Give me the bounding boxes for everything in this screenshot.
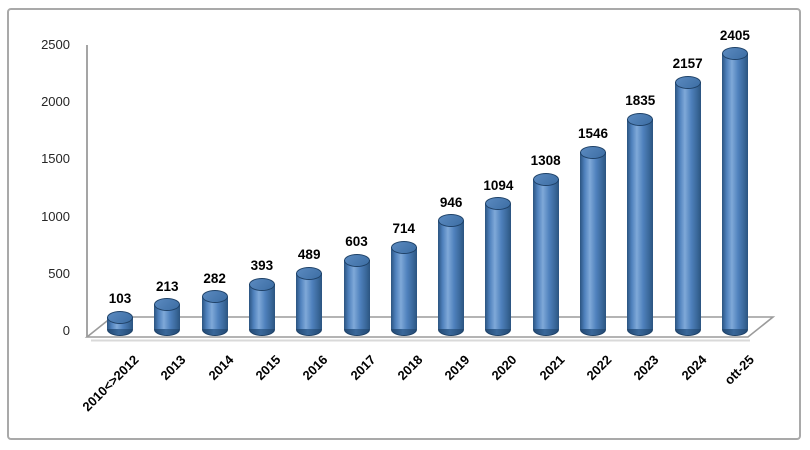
cylinder-top — [532, 172, 559, 186]
value-label: 1546 — [577, 126, 609, 142]
cylinder-top — [627, 112, 654, 126]
value-label: 1094 — [483, 177, 514, 193]
cylinder-body — [438, 220, 465, 329]
cylinder-top — [107, 310, 133, 324]
value-label: 2405 — [719, 27, 750, 43]
y-tick-label: 0 — [62, 323, 70, 338]
cylinder-top — [390, 240, 417, 254]
value-label: 603 — [345, 234, 368, 250]
y-tick-label: 2500 — [41, 37, 70, 52]
value-label: 393 — [250, 258, 274, 274]
value-label: 213 — [156, 278, 179, 294]
cylinder-body — [674, 82, 701, 329]
y-tick-label: 1000 — [41, 208, 70, 224]
value-label: 103 — [108, 291, 132, 307]
cylinder-body — [248, 284, 275, 329]
y-tick-label: 500 — [48, 265, 70, 281]
cylinder-top — [438, 214, 465, 228]
y-tick-label: 1500 — [41, 151, 70, 167]
floor-polygon — [84, 316, 776, 338]
cylinder-body — [343, 260, 370, 329]
cylinder-body — [627, 119, 654, 329]
value-label: 489 — [297, 247, 321, 263]
cylinder-body — [532, 179, 559, 329]
cylinder-top — [201, 290, 228, 304]
value-label: 1835 — [625, 93, 656, 109]
value-label: 946 — [439, 194, 463, 210]
value-label: 1308 — [530, 153, 561, 169]
cylinder-body — [721, 53, 748, 329]
cylinder-top — [296, 266, 323, 280]
value-label: 282 — [203, 270, 226, 286]
cylinder-body — [296, 273, 323, 329]
cylinder-top — [580, 145, 606, 159]
cylinder-body — [580, 152, 606, 329]
cylinder-top — [154, 298, 181, 312]
cylinder-top — [674, 75, 701, 89]
cylinder-top — [343, 253, 370, 267]
chart-frame — [7, 8, 801, 440]
cylinder-top — [248, 277, 275, 291]
cylinder-top — [721, 47, 748, 61]
cylinder-body — [390, 247, 417, 329]
cylinder-top — [485, 197, 512, 211]
cylinder-body — [485, 203, 512, 329]
value-label: 714 — [392, 221, 416, 237]
value-label: 2157 — [672, 56, 703, 72]
y-tick-label: 2000 — [41, 94, 70, 110]
